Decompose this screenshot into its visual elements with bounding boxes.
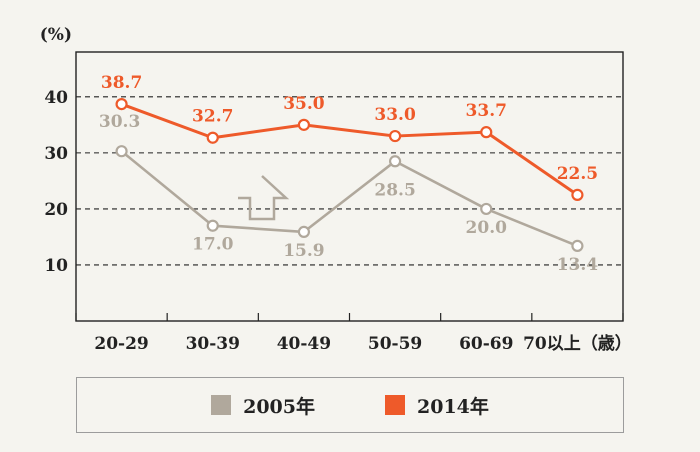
line-chart: (%) 10 20 30 40 20-29 30-39 40-49 50-59 60-69 70以上…	[40, 25, 632, 354]
x-tick-label: 50-59	[368, 334, 422, 354]
y-tick-label: 40	[44, 88, 68, 108]
x-tick-label: 60-69	[459, 334, 513, 354]
data-label: 28.5	[374, 180, 415, 200]
data-label: 13.4	[557, 255, 599, 275]
x-tick-label: 20-29	[94, 334, 148, 354]
data-point	[115, 145, 128, 158]
data-label: 35.0	[283, 94, 325, 114]
data-point	[480, 202, 493, 216]
data-label: 38.7	[101, 73, 142, 93]
data-point	[571, 239, 584, 253]
legend-item-2014: 2014年	[385, 392, 489, 419]
data-point	[388, 155, 402, 168]
data-label: 22.5	[557, 164, 598, 184]
y-unit-label: (%)	[40, 25, 72, 45]
legend-label-2005: 2005年	[243, 395, 315, 418]
x-tick-label: 30-39	[186, 334, 240, 354]
data-point	[206, 131, 219, 144]
y-tick-label: 30	[44, 144, 68, 164]
y-tick-label: 10	[44, 256, 68, 276]
data-label: 17.0	[192, 235, 234, 255]
plot-frame	[75, 51, 624, 322]
up-arrow-annotation	[238, 175, 290, 221]
data-point	[388, 129, 402, 143]
series-line-0	[120, 150, 578, 248]
data-label: 30.3	[99, 112, 140, 132]
legend-item-2005: 2005年	[211, 392, 315, 419]
x-tick-label: 40-49	[277, 334, 331, 354]
legend-label-2014: 2014年	[417, 395, 489, 418]
y-tick-label: 20	[44, 200, 68, 220]
data-label: 15.9	[283, 241, 324, 261]
data-label: 33.0	[374, 105, 416, 125]
data-point	[297, 118, 311, 131]
data-label: 32.7	[192, 107, 233, 127]
series-line-1	[121, 102, 579, 197]
x-tick-label: 70以上（歳）	[523, 333, 632, 354]
data-label: 33.7	[466, 101, 507, 121]
legend-swatch-2014	[385, 395, 405, 415]
data-point	[571, 188, 584, 202]
data-point	[115, 98, 128, 111]
legend: 2005年 2014年	[76, 377, 624, 433]
legend-swatch-2005	[211, 395, 232, 415]
data-point	[297, 225, 311, 238]
data-point	[480, 126, 493, 139]
data-label: 20.0	[466, 218, 508, 238]
data-point	[206, 219, 219, 232]
